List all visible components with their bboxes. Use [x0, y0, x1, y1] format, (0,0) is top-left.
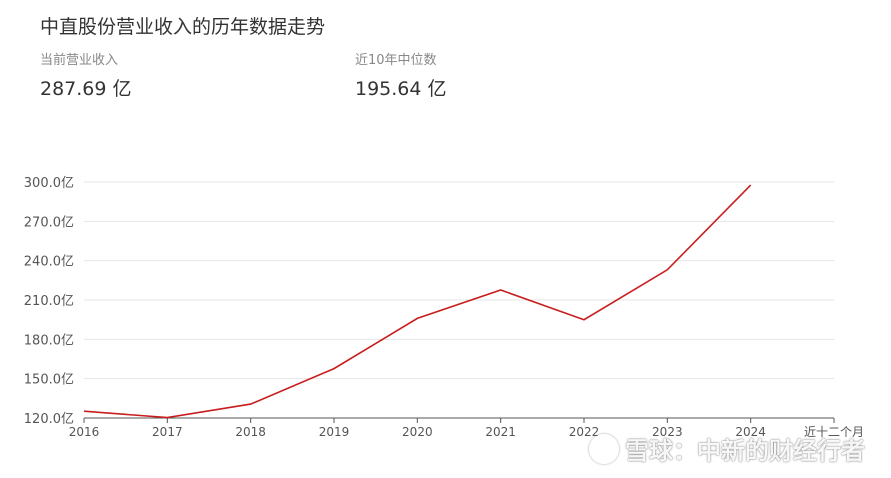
revenue-series-line	[83, 184, 752, 419]
current-revenue-label: 当前营业收入	[40, 53, 119, 68]
current-revenue-value: 287.69 亿	[40, 78, 132, 100]
axis-layer	[83, 417, 835, 423]
y-tick-label: 150.0亿	[24, 373, 74, 388]
y-tick-label: 240.0亿	[24, 255, 74, 270]
median-revenue-value: 195.64 亿	[355, 78, 447, 100]
y-tick-label: 210.0亿	[24, 294, 74, 309]
y-tick-label: 300.0亿	[24, 176, 74, 191]
x-tick-label: 2017	[152, 425, 183, 439]
x-tick-label: 2018	[235, 425, 266, 439]
x-tick-label: 2021	[485, 425, 516, 439]
x-tick-label: 近十二个月	[804, 425, 864, 439]
grid-layer	[84, 181, 834, 380]
x-tick-label: 2024	[735, 425, 766, 439]
snowball-logo-icon	[589, 433, 619, 464]
x-tick-label: 2016	[69, 425, 100, 439]
watermark: 雪球：中新的财经行者	[589, 431, 865, 466]
label-layer: 120.0亿 150.0亿 180.0亿 210.0亿 240.0亿 270.0亿 300.…	[24, 176, 864, 439]
current-revenue-stat: 当前营业收入 287.69 亿	[40, 49, 132, 101]
y-tick-label: 120.0亿	[24, 412, 74, 427]
series-layer	[83, 184, 752, 419]
x-tick-label: 2020	[402, 425, 433, 439]
median-revenue-stat: 近10年中位数 195.64 亿	[355, 49, 447, 101]
x-tick-label: 2019	[319, 425, 350, 439]
x-tick-label: 2023	[652, 425, 683, 439]
x-tick-label: 2022	[569, 425, 600, 439]
y-tick-label: 180.0亿	[24, 333, 74, 348]
watermark-text: 雪球：中新的财经行者	[625, 437, 865, 465]
median-revenue-label: 近10年中位数	[355, 53, 437, 68]
y-tick-label: 270.0亿	[24, 215, 74, 230]
page-title: 中直股份营业收入的历年数据走势	[40, 16, 326, 38]
